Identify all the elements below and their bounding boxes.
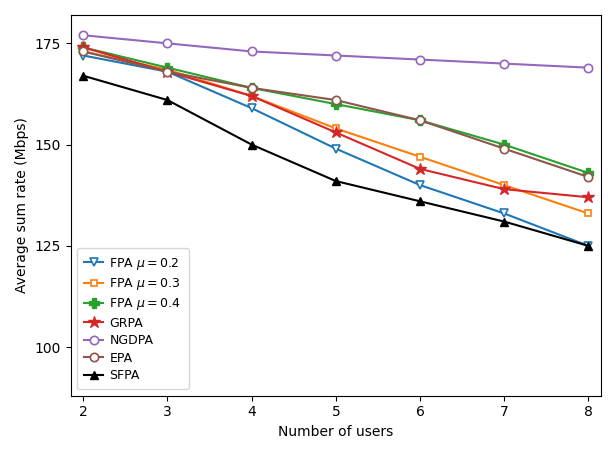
FPA $\mu = 0.3$ xyxy=(248,93,256,99)
Line: FPA $\mu = 0.4$: FPA $\mu = 0.4$ xyxy=(78,43,593,178)
FPA $\mu = 0.3$ xyxy=(79,49,87,54)
FPA $\mu = 0.4$ xyxy=(500,142,508,148)
GRPA xyxy=(79,44,87,50)
NGDPA xyxy=(585,65,592,70)
FPA $\mu = 0.2$ xyxy=(585,243,592,249)
FPA $\mu = 0.2$ xyxy=(416,183,424,188)
Legend: FPA $\mu = 0.2$, FPA $\mu = 0.3$, FPA $\mu = 0.4$, GRPA, NGDPA, EPA, SFPA: FPA $\mu = 0.2$, FPA $\mu = 0.3$, FPA $\… xyxy=(77,248,188,390)
EPA xyxy=(500,146,508,151)
SFPA xyxy=(79,73,87,79)
EPA xyxy=(585,174,592,180)
FPA $\mu = 0.4$ xyxy=(585,170,592,176)
FPA $\mu = 0.3$ xyxy=(332,126,339,131)
Line: GRPA: GRPA xyxy=(77,41,594,203)
GRPA xyxy=(416,166,424,172)
FPA $\mu = 0.3$ xyxy=(164,67,171,72)
FPA $\mu = 0.2$ xyxy=(248,105,256,111)
GRPA xyxy=(248,93,256,99)
FPA $\mu = 0.4$ xyxy=(416,118,424,123)
Line: SFPA: SFPA xyxy=(79,72,593,250)
NGDPA xyxy=(248,49,256,54)
Line: FPA $\mu = 0.3$: FPA $\mu = 0.3$ xyxy=(80,48,592,217)
FPA $\mu = 0.4$ xyxy=(248,85,256,91)
FPA $\mu = 0.2$ xyxy=(79,53,87,58)
NGDPA xyxy=(164,40,171,46)
NGDPA xyxy=(416,57,424,62)
SFPA xyxy=(500,219,508,224)
FPA $\mu = 0.4$ xyxy=(79,44,87,50)
SFPA xyxy=(164,97,171,103)
Line: FPA $\mu = 0.2$: FPA $\mu = 0.2$ xyxy=(79,51,593,250)
SFPA xyxy=(332,178,339,184)
SFPA xyxy=(416,198,424,204)
SFPA xyxy=(248,142,256,148)
FPA $\mu = 0.2$ xyxy=(500,211,508,216)
FPA $\mu = 0.4$ xyxy=(332,101,339,107)
FPA $\mu = 0.2$ xyxy=(164,69,171,74)
Line: NGDPA: NGDPA xyxy=(79,31,593,72)
FPA $\mu = 0.3$ xyxy=(500,183,508,188)
NGDPA xyxy=(79,33,87,38)
Y-axis label: Average sum rate (Mbps): Average sum rate (Mbps) xyxy=(15,118,29,293)
SFPA xyxy=(585,243,592,249)
GRPA xyxy=(164,69,171,74)
GRPA xyxy=(332,130,339,135)
GRPA xyxy=(500,187,508,192)
FPA $\mu = 0.4$ xyxy=(164,65,171,70)
EPA xyxy=(332,97,339,103)
FPA $\mu = 0.3$ xyxy=(585,211,592,216)
Line: EPA: EPA xyxy=(79,47,593,181)
EPA xyxy=(248,85,256,91)
EPA xyxy=(79,49,87,54)
EPA xyxy=(416,118,424,123)
NGDPA xyxy=(332,53,339,58)
X-axis label: Number of users: Number of users xyxy=(278,425,394,439)
EPA xyxy=(164,69,171,74)
NGDPA xyxy=(500,61,508,66)
FPA $\mu = 0.3$ xyxy=(416,154,424,159)
FPA $\mu = 0.2$ xyxy=(332,146,339,151)
GRPA xyxy=(585,194,592,200)
